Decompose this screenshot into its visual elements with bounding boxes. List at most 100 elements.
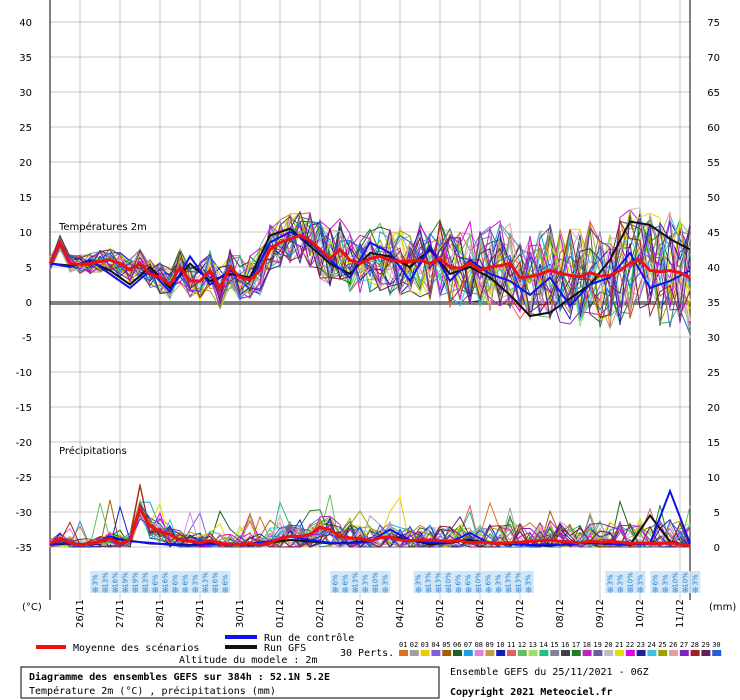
snow-cell	[100, 571, 111, 593]
perturbation-id: 23	[637, 641, 645, 649]
snow-flake: ❄	[627, 586, 635, 596]
right-axis-unit: (mm)	[709, 602, 736, 613]
snow-cell	[110, 571, 121, 593]
left-axis-ticks: 40 35 30 25 20 15 10 5 0 -5 -10 -15 -20 -25 -30 -35	[16, 18, 32, 554]
snow-probability-label: 19%	[121, 572, 129, 588]
snow-cell	[170, 571, 181, 593]
left-tick-label: 5	[26, 263, 32, 274]
snow-flake: ❄	[435, 586, 443, 596]
perturbation-swatch	[669, 650, 678, 656]
snow-flake: ❄	[682, 586, 690, 596]
title-box	[20, 666, 440, 699]
left-tick-label: 40	[19, 18, 32, 29]
snow-cell	[190, 571, 201, 593]
snow-flake: ❄	[222, 586, 230, 596]
snow-probability-label: 6%	[331, 574, 339, 585]
right-tick-label: 25	[707, 368, 720, 379]
right-tick-label: 35	[707, 298, 720, 309]
perturbation-id: 26	[669, 641, 677, 649]
snow-probability-label: 3%	[525, 574, 533, 585]
altitude-label: Altitude du modele : 2m	[179, 655, 317, 666]
perturbation-id: 16	[561, 641, 569, 649]
x-tick-label: 26/11	[75, 599, 86, 628]
perturbation-id: 22	[626, 641, 634, 649]
snow-cell	[513, 571, 524, 593]
perturbation-swatch	[485, 650, 495, 656]
right-tick-label: 30	[707, 333, 720, 344]
x-tick-label: 10/12	[635, 599, 646, 628]
snow-flake: ❄	[152, 586, 160, 596]
snow-probability-label: 3%	[661, 574, 669, 585]
right-tick-label: 60	[707, 123, 720, 134]
perturbation-id: 02	[410, 641, 418, 649]
perturbation-temp-line	[49, 219, 691, 318]
snow-flake: ❄	[342, 586, 350, 596]
snow-flake: ❄	[607, 586, 615, 596]
x-tick-label: 04/12	[395, 599, 406, 628]
perturbation-id: 08	[475, 641, 483, 649]
perturbation-swatch	[550, 650, 560, 656]
perturbation-swatch	[517, 650, 527, 656]
perturbation-id: 20	[604, 641, 612, 649]
snow-cell	[423, 571, 434, 593]
snow-flake: ❄	[465, 586, 473, 596]
snow-cell	[443, 571, 454, 593]
perturbation-id: 24	[647, 641, 655, 649]
chart-subtitle: Température 2m (°C) , précipitations (mm…	[29, 685, 276, 697]
snow-cell	[130, 571, 141, 593]
snow-cell	[650, 571, 661, 593]
snow-probability-label: 3%	[495, 574, 503, 585]
left-tick-label: 10	[19, 228, 32, 239]
perturbation-swatch	[679, 650, 689, 656]
left-tick-label: -5	[22, 333, 32, 344]
snow-flake: ❄	[352, 586, 360, 596]
x-tick-label: 29/11	[195, 599, 206, 628]
snow-probability-label: 13%	[505, 572, 513, 588]
left-tick-label: 0	[26, 298, 32, 309]
perturbation-id: 09	[485, 641, 493, 649]
snow-cell	[90, 571, 101, 593]
left-tick-label: -30	[16, 508, 32, 519]
perturbation-swatch	[463, 650, 473, 656]
x-tick-label: 02/12	[315, 599, 326, 628]
perturbation-id: 27	[680, 641, 688, 649]
snow-flake: ❄	[332, 586, 340, 596]
snow-flake: ❄	[372, 586, 380, 596]
snow-probability-label: 3%	[191, 574, 199, 585]
snow-probability-label: 13%	[351, 572, 359, 588]
left-tick-label: 20	[19, 158, 32, 169]
snow-flake: ❄	[212, 586, 220, 596]
perturbation-id: 14	[539, 641, 547, 649]
snow-probability-label: 10%	[681, 572, 689, 588]
snow-probability-label: 10%	[371, 572, 379, 588]
snow-probability-label: 6%	[455, 574, 463, 585]
snow-probability-label: 3%	[606, 574, 614, 585]
snow-flake: ❄	[475, 586, 483, 596]
right-tick-label: 20	[707, 403, 720, 414]
snow-probability-label: 13%	[515, 572, 523, 588]
snow-probability-label: 13%	[141, 572, 149, 588]
x-axis-ticks: 26/11 27/11 28/11 29/11 30/11 01/12 02/12 03/12…	[75, 599, 686, 628]
snow-probability-label: 6%	[171, 574, 179, 585]
snow-cell	[635, 571, 646, 593]
x-tick-label: 08/12	[555, 599, 566, 628]
snow-flake: ❄	[692, 586, 700, 596]
snow-probability-label: 10%	[671, 572, 679, 588]
snow-probability-label: 13%	[201, 572, 209, 588]
snow-probability-label: 13%	[435, 572, 443, 588]
x-tick-label: 06/12	[475, 599, 486, 628]
right-tick-label: 55	[707, 158, 720, 169]
snow-flake: ❄	[202, 586, 210, 596]
left-tick-label: -10	[16, 368, 32, 379]
snow-flake: ❄	[637, 586, 645, 596]
perturbation-swatch	[539, 650, 549, 656]
snow-probability-label: 13%	[425, 572, 433, 588]
snow-probability-label: 6%	[181, 574, 189, 585]
perturbation-id: 19	[593, 641, 601, 649]
perturbation-id: 07	[464, 641, 472, 649]
snow-cell	[160, 571, 171, 593]
snow-cell	[670, 571, 681, 593]
snow-probability-label: 16%	[161, 572, 169, 588]
snow-probability-label: 16%	[211, 572, 219, 588]
